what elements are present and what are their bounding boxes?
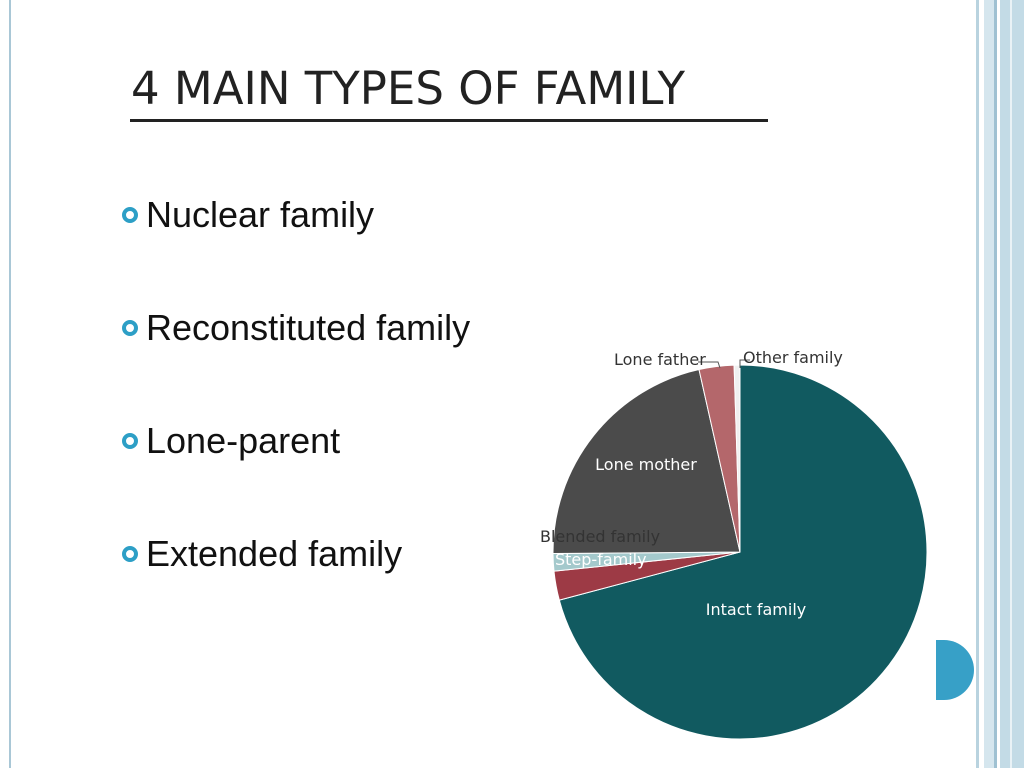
pie-chart-svg: Intact family Step-family Blended family Lo… [540,348,928,740]
leader-line [739,359,750,368]
bullet-text: Nuclear family [146,194,375,235]
family-pie-chart: Intact family Step-family Blended family Lo… [530,330,950,750]
bullet-item: Reconstituted family [122,308,470,421]
pie-slice-intact-family [558,364,928,740]
pie-label-lone-father: Lone father [614,350,706,369]
bullet-text: Extended family [146,533,403,574]
pie-label-lone-mother: Lone mother [595,455,697,474]
pie-slice-lone-mother [552,368,741,554]
bullet-ring-icon [122,546,138,562]
bullet-item: Extended family [122,534,470,647]
right-decor-stripe [1010,0,1012,768]
bullet-item: Nuclear family [122,195,470,308]
right-decor-stripe [1000,0,1024,768]
pie-label-other-family: Other family [743,348,843,367]
right-decor-stripe [976,0,979,768]
leader-line [698,361,721,369]
right-decor-stripe [994,0,997,768]
bullet-list: Nuclear family Reconstituted family Lone… [122,195,470,647]
bullet-ring-icon [122,320,138,336]
left-border-line [9,0,11,768]
pie-label-intact-family: Intact family [706,600,806,619]
title-underline [130,119,768,122]
bullet-text: Reconstituted family [146,307,471,348]
bullet-item: Lone-parent [122,421,470,534]
pie-label-step-family: Step-family [555,550,647,569]
corner-decor-shape [936,640,974,700]
bullet-ring-icon [122,433,138,449]
slide-title: 4 MAIN TYPES OF FAMILY [131,62,686,115]
right-decor-stripe [984,0,994,768]
bullet-ring-icon [122,207,138,223]
pie-label-blended-family: Blended family [540,527,660,546]
bullet-text: Lone-parent [146,420,341,461]
